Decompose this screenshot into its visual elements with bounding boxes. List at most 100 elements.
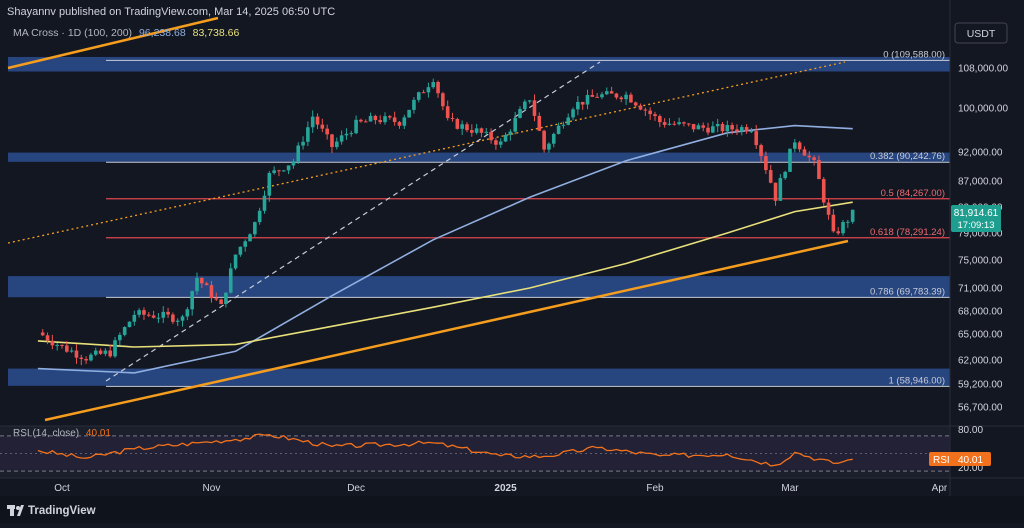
candle-body <box>508 131 513 135</box>
candle <box>686 123 691 127</box>
candle <box>691 124 696 133</box>
candle <box>571 107 575 121</box>
candle <box>503 132 508 143</box>
currency-button[interactable] <box>954 22 1008 44</box>
candle <box>754 124 759 149</box>
rsi-tag-label: RSI <box>933 455 950 466</box>
candle <box>725 120 730 137</box>
candle-body <box>55 344 59 346</box>
candle-body <box>701 125 706 128</box>
candle <box>301 136 305 150</box>
candle <box>267 170 272 202</box>
candle <box>739 124 744 136</box>
candle-body <box>633 102 638 106</box>
candle-body <box>40 332 45 336</box>
time-tick-label: Feb <box>646 483 664 494</box>
candle <box>826 198 831 220</box>
candle-body <box>624 94 628 100</box>
time-axis[interactable]: Oct Nov Dec 2025 Feb Mar Apr <box>54 483 948 494</box>
candle-body <box>667 123 672 125</box>
candle <box>585 89 590 110</box>
candle-body <box>735 129 739 132</box>
candle-body <box>151 315 156 318</box>
candle-body <box>648 110 652 115</box>
candle <box>257 207 262 225</box>
candle <box>643 107 648 116</box>
indicator-legend[interactable]: MA Cross · 1D (100, 200) 96,238.68 83,73… <box>13 27 239 39</box>
candle <box>286 165 291 175</box>
candle <box>262 190 267 214</box>
candle <box>701 122 706 132</box>
price-tick-label: 65,000.00 <box>958 330 1003 341</box>
candle-body <box>595 96 599 98</box>
candle <box>113 337 117 358</box>
candle-body <box>817 159 821 180</box>
candle <box>551 132 556 148</box>
candle <box>228 263 233 294</box>
candle <box>441 91 445 111</box>
candle <box>537 112 542 132</box>
candle <box>209 280 214 303</box>
candle <box>45 332 50 345</box>
candle-body <box>527 100 532 102</box>
candle-body <box>604 91 609 95</box>
candle <box>484 127 489 135</box>
candle <box>566 113 571 126</box>
candle <box>846 219 850 228</box>
candle-body <box>686 123 691 125</box>
candle-body <box>281 170 286 172</box>
candle-body <box>658 116 662 123</box>
candle-body <box>359 119 363 122</box>
rsi-legend[interactable]: RSI (14, close) 40.01 <box>13 428 111 439</box>
moving-averages <box>37 124 853 374</box>
candle-body <box>363 121 368 123</box>
candle <box>469 124 474 137</box>
candle-body <box>537 115 542 131</box>
candle <box>817 155 821 180</box>
candle-body <box>759 145 763 157</box>
rsi-level-20: 20.00 <box>958 463 983 474</box>
candle-body <box>137 310 141 315</box>
candle <box>450 112 455 122</box>
candle-body <box>494 140 498 145</box>
candle <box>50 334 55 350</box>
candle-body <box>180 316 185 321</box>
candle <box>277 169 281 177</box>
candle-body <box>65 345 69 352</box>
candle-body <box>296 145 301 162</box>
candle-body <box>277 170 281 172</box>
candle <box>392 111 397 126</box>
candle-body <box>79 357 84 360</box>
candle <box>166 307 170 318</box>
candle-body <box>233 254 238 269</box>
fib-label-4: 0.786 (69,783.39) <box>870 286 945 297</box>
candle <box>850 209 855 224</box>
candle <box>204 281 209 286</box>
candle-body <box>812 157 816 160</box>
candle <box>74 344 79 364</box>
price-axis[interactable]: 108,000.00100,000.0092,000.0087,000.0083… <box>958 64 1008 414</box>
candle-body <box>93 350 98 355</box>
candle <box>426 82 431 98</box>
candle-body <box>257 210 262 223</box>
candle <box>778 174 783 201</box>
candle <box>161 306 166 324</box>
candle-body <box>441 93 445 107</box>
candle <box>79 354 84 366</box>
candle <box>759 143 763 163</box>
countdown-text: 17:09:13 <box>958 220 995 231</box>
candle <box>127 321 132 328</box>
candle <box>315 113 320 130</box>
candle <box>831 209 836 233</box>
candle-body <box>556 125 561 134</box>
candle-body <box>373 115 378 121</box>
fib-trend-dashed-line <box>105 61 601 382</box>
candle-body <box>513 117 517 132</box>
footer-brand[interactable]: TradingView <box>28 505 96 517</box>
zone-0 <box>8 56 950 72</box>
candle <box>306 121 310 147</box>
candle-body <box>783 171 787 179</box>
candle-body <box>503 134 508 142</box>
candle-body <box>585 94 590 105</box>
